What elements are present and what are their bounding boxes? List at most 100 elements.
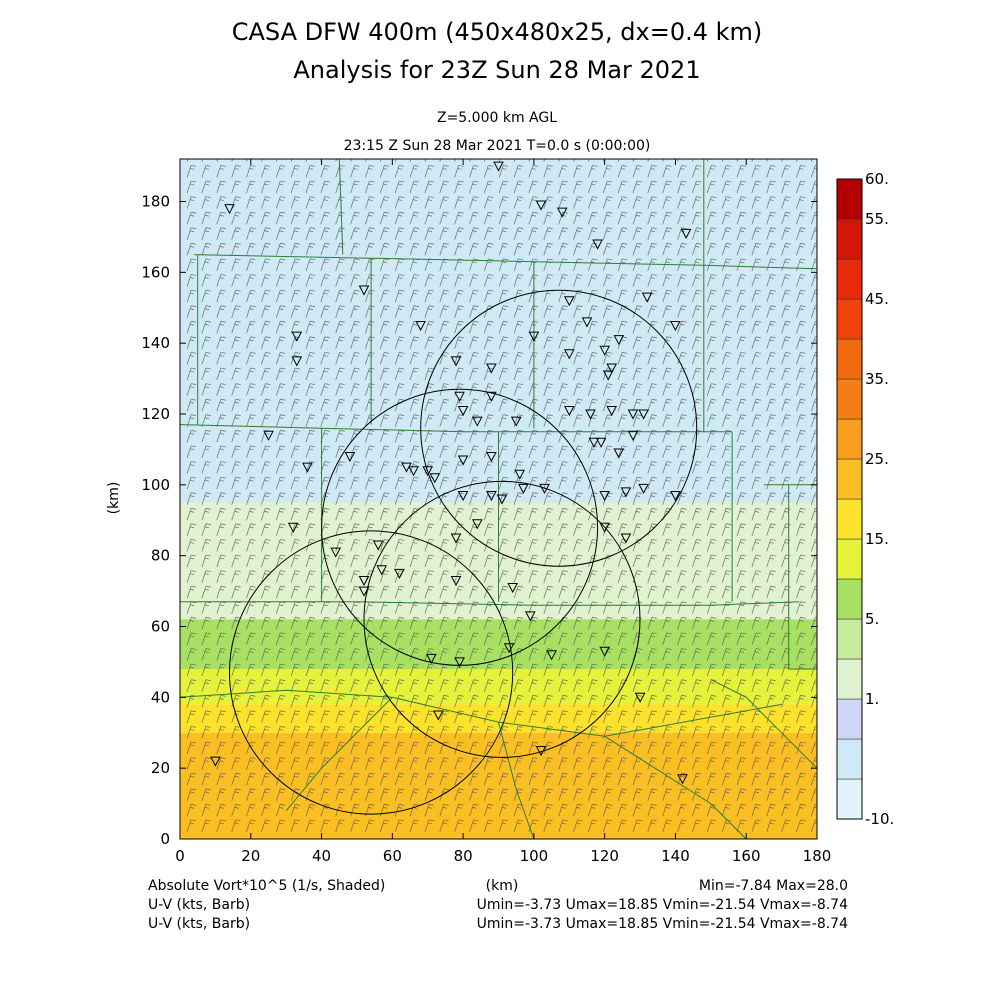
station-marker [677, 774, 688, 785]
station-marker [613, 448, 625, 459]
y-tick-label: 20 [151, 759, 170, 777]
colorbar-label: 1. [865, 690, 879, 708]
station-marker [620, 487, 632, 498]
colorbar-segment [836, 218, 863, 260]
station-markers [210, 161, 692, 785]
station-marker [415, 321, 426, 332]
station-marker [599, 345, 611, 356]
county-line [285, 696, 393, 812]
station-marker [535, 746, 547, 757]
colorbar-segment [836, 778, 863, 820]
station-marker [372, 540, 384, 551]
station-marker [358, 285, 370, 296]
radar-ring-3 [229, 530, 514, 815]
station-marker [627, 430, 639, 441]
county-line [180, 424, 733, 433]
chart-subtitle: Z=5.000 km AGL [437, 110, 557, 126]
field-band-4 [180, 669, 817, 705]
station-marker [486, 491, 497, 502]
station-marker [670, 321, 681, 332]
station-marker [408, 466, 419, 477]
station-marker [457, 455, 469, 466]
station-marker [613, 335, 625, 346]
x-tick-label: 100 [520, 847, 549, 865]
station-marker [330, 547, 342, 558]
colorbar-label: 60. [865, 170, 889, 188]
county-line [710, 679, 817, 769]
x-tick-label: 20 [241, 847, 260, 865]
station-marker [210, 756, 221, 767]
station-marker [581, 317, 593, 328]
station-marker [556, 207, 568, 218]
field-band-0 [180, 159, 817, 273]
x-axis: 0 20 40 60 80 100 120 140 160 180 [175, 159, 831, 865]
colorbar-label: 55. [865, 210, 889, 228]
station-marker [344, 452, 356, 463]
station-marker [454, 391, 465, 402]
station-marker [599, 646, 611, 657]
y-tick-label: 100 [141, 476, 170, 494]
station-marker [563, 296, 575, 307]
station-marker [454, 657, 465, 668]
colorbar-segment [836, 738, 863, 780]
station-marker [588, 437, 600, 448]
station-marker [563, 406, 575, 417]
y-tick-label: 80 [151, 547, 170, 565]
station-marker [528, 331, 540, 342]
county-line [498, 721, 535, 839]
plot-frame [179, 158, 818, 840]
vorticity-field [180, 159, 817, 839]
colorbar-segment [836, 578, 863, 620]
station-marker [517, 483, 529, 494]
colorbar-segment [836, 498, 863, 540]
county-line [180, 601, 800, 606]
station-marker [432, 710, 444, 721]
y-tick-label: 60 [151, 618, 170, 636]
station-marker [606, 363, 618, 374]
colorbar-segment [836, 698, 863, 740]
field-band-6 [180, 732, 817, 839]
colorbar-segment [836, 458, 863, 500]
station-marker [563, 349, 575, 360]
y-tick-label: 180 [141, 193, 170, 211]
station-marker [599, 491, 611, 502]
station-marker [224, 204, 235, 215]
county-line [604, 735, 747, 839]
station-marker [422, 466, 434, 477]
station-marker [358, 576, 370, 587]
station-marker [641, 292, 653, 303]
footer-barb-label-1: U-V (kts, Barb) [148, 897, 250, 913]
colorbar-segment [836, 178, 863, 220]
station-marker [291, 331, 303, 342]
station-marker [599, 522, 611, 533]
station-marker [634, 692, 646, 703]
station-marker [471, 519, 483, 530]
station-marker [680, 228, 692, 239]
x-tick-label: 80 [454, 847, 473, 865]
station-marker [425, 653, 437, 664]
colorbar-segment [836, 538, 863, 580]
x-tick-label: 140 [661, 847, 690, 865]
colorbar-segment [836, 338, 863, 380]
y-axis-label: (km) [106, 482, 122, 515]
county-line [180, 689, 782, 737]
colorbar-label: 5. [865, 610, 879, 628]
station-marker [602, 370, 614, 381]
colorbar-segment [836, 298, 863, 340]
x-tick-label: 120 [590, 847, 619, 865]
y-tick-label: 140 [141, 334, 170, 352]
y-axis: 0 20 40 60 80 100 120 140 160 180 [141, 193, 817, 848]
station-marker [627, 409, 639, 420]
radar-ring-2 [363, 480, 641, 758]
station-marker [524, 611, 536, 622]
county-line [338, 159, 344, 255]
station-marker [376, 565, 388, 576]
footer-minmax: Min=-7.84 Max=28.0 [699, 878, 848, 894]
station-marker [507, 583, 519, 594]
station-marker [638, 483, 649, 494]
station-marker [302, 462, 313, 473]
county-line [788, 484, 817, 670]
colorbar-label: -10. [865, 810, 894, 828]
x-tick-label: 0 [175, 847, 185, 865]
county-boundaries [180, 159, 817, 839]
